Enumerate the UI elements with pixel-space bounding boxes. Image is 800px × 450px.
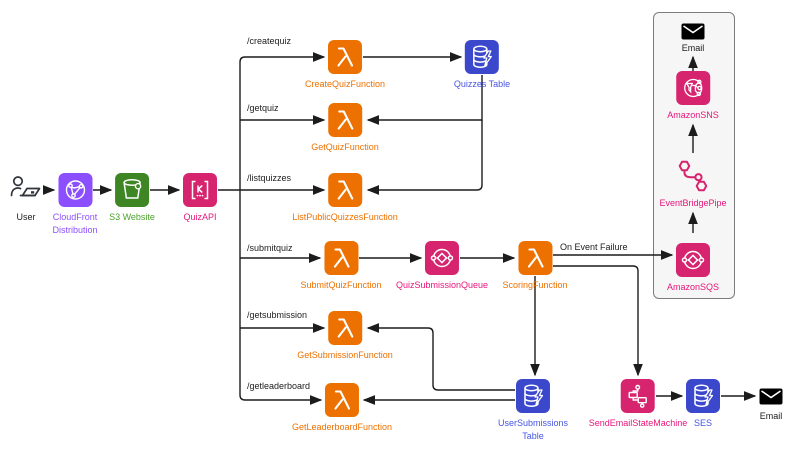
route-label-getquiz: /getquiz [247, 103, 279, 113]
route-label-getsubmission: /getsubmission [247, 310, 308, 320]
route-label-createquiz: /createquiz [247, 36, 292, 46]
edge-label-on-event-failure: On Event Failure [560, 242, 628, 252]
route-label-submitquiz: /submitquiz [247, 243, 293, 253]
route-label-getleaderboard: /getleaderboard [247, 381, 311, 391]
route-label-listquizzes: /listquizzes [247, 173, 292, 183]
